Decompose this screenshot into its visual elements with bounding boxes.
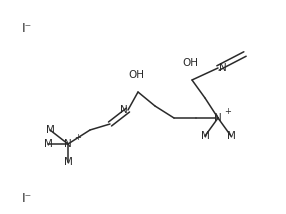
- Text: M: M: [43, 139, 52, 149]
- Text: N: N: [64, 139, 72, 149]
- Text: N: N: [219, 63, 227, 73]
- Text: N: N: [120, 105, 128, 115]
- Text: M: M: [63, 157, 72, 167]
- Text: M: M: [45, 125, 54, 135]
- Text: OH: OH: [182, 58, 198, 68]
- Text: M: M: [227, 131, 235, 141]
- Text: +: +: [224, 107, 231, 116]
- Text: +: +: [74, 132, 81, 141]
- Text: M: M: [200, 131, 209, 141]
- Text: OH: OH: [128, 70, 144, 80]
- Text: I⁻: I⁻: [22, 22, 32, 35]
- Text: I⁻: I⁻: [22, 192, 32, 205]
- Text: N: N: [214, 113, 222, 123]
